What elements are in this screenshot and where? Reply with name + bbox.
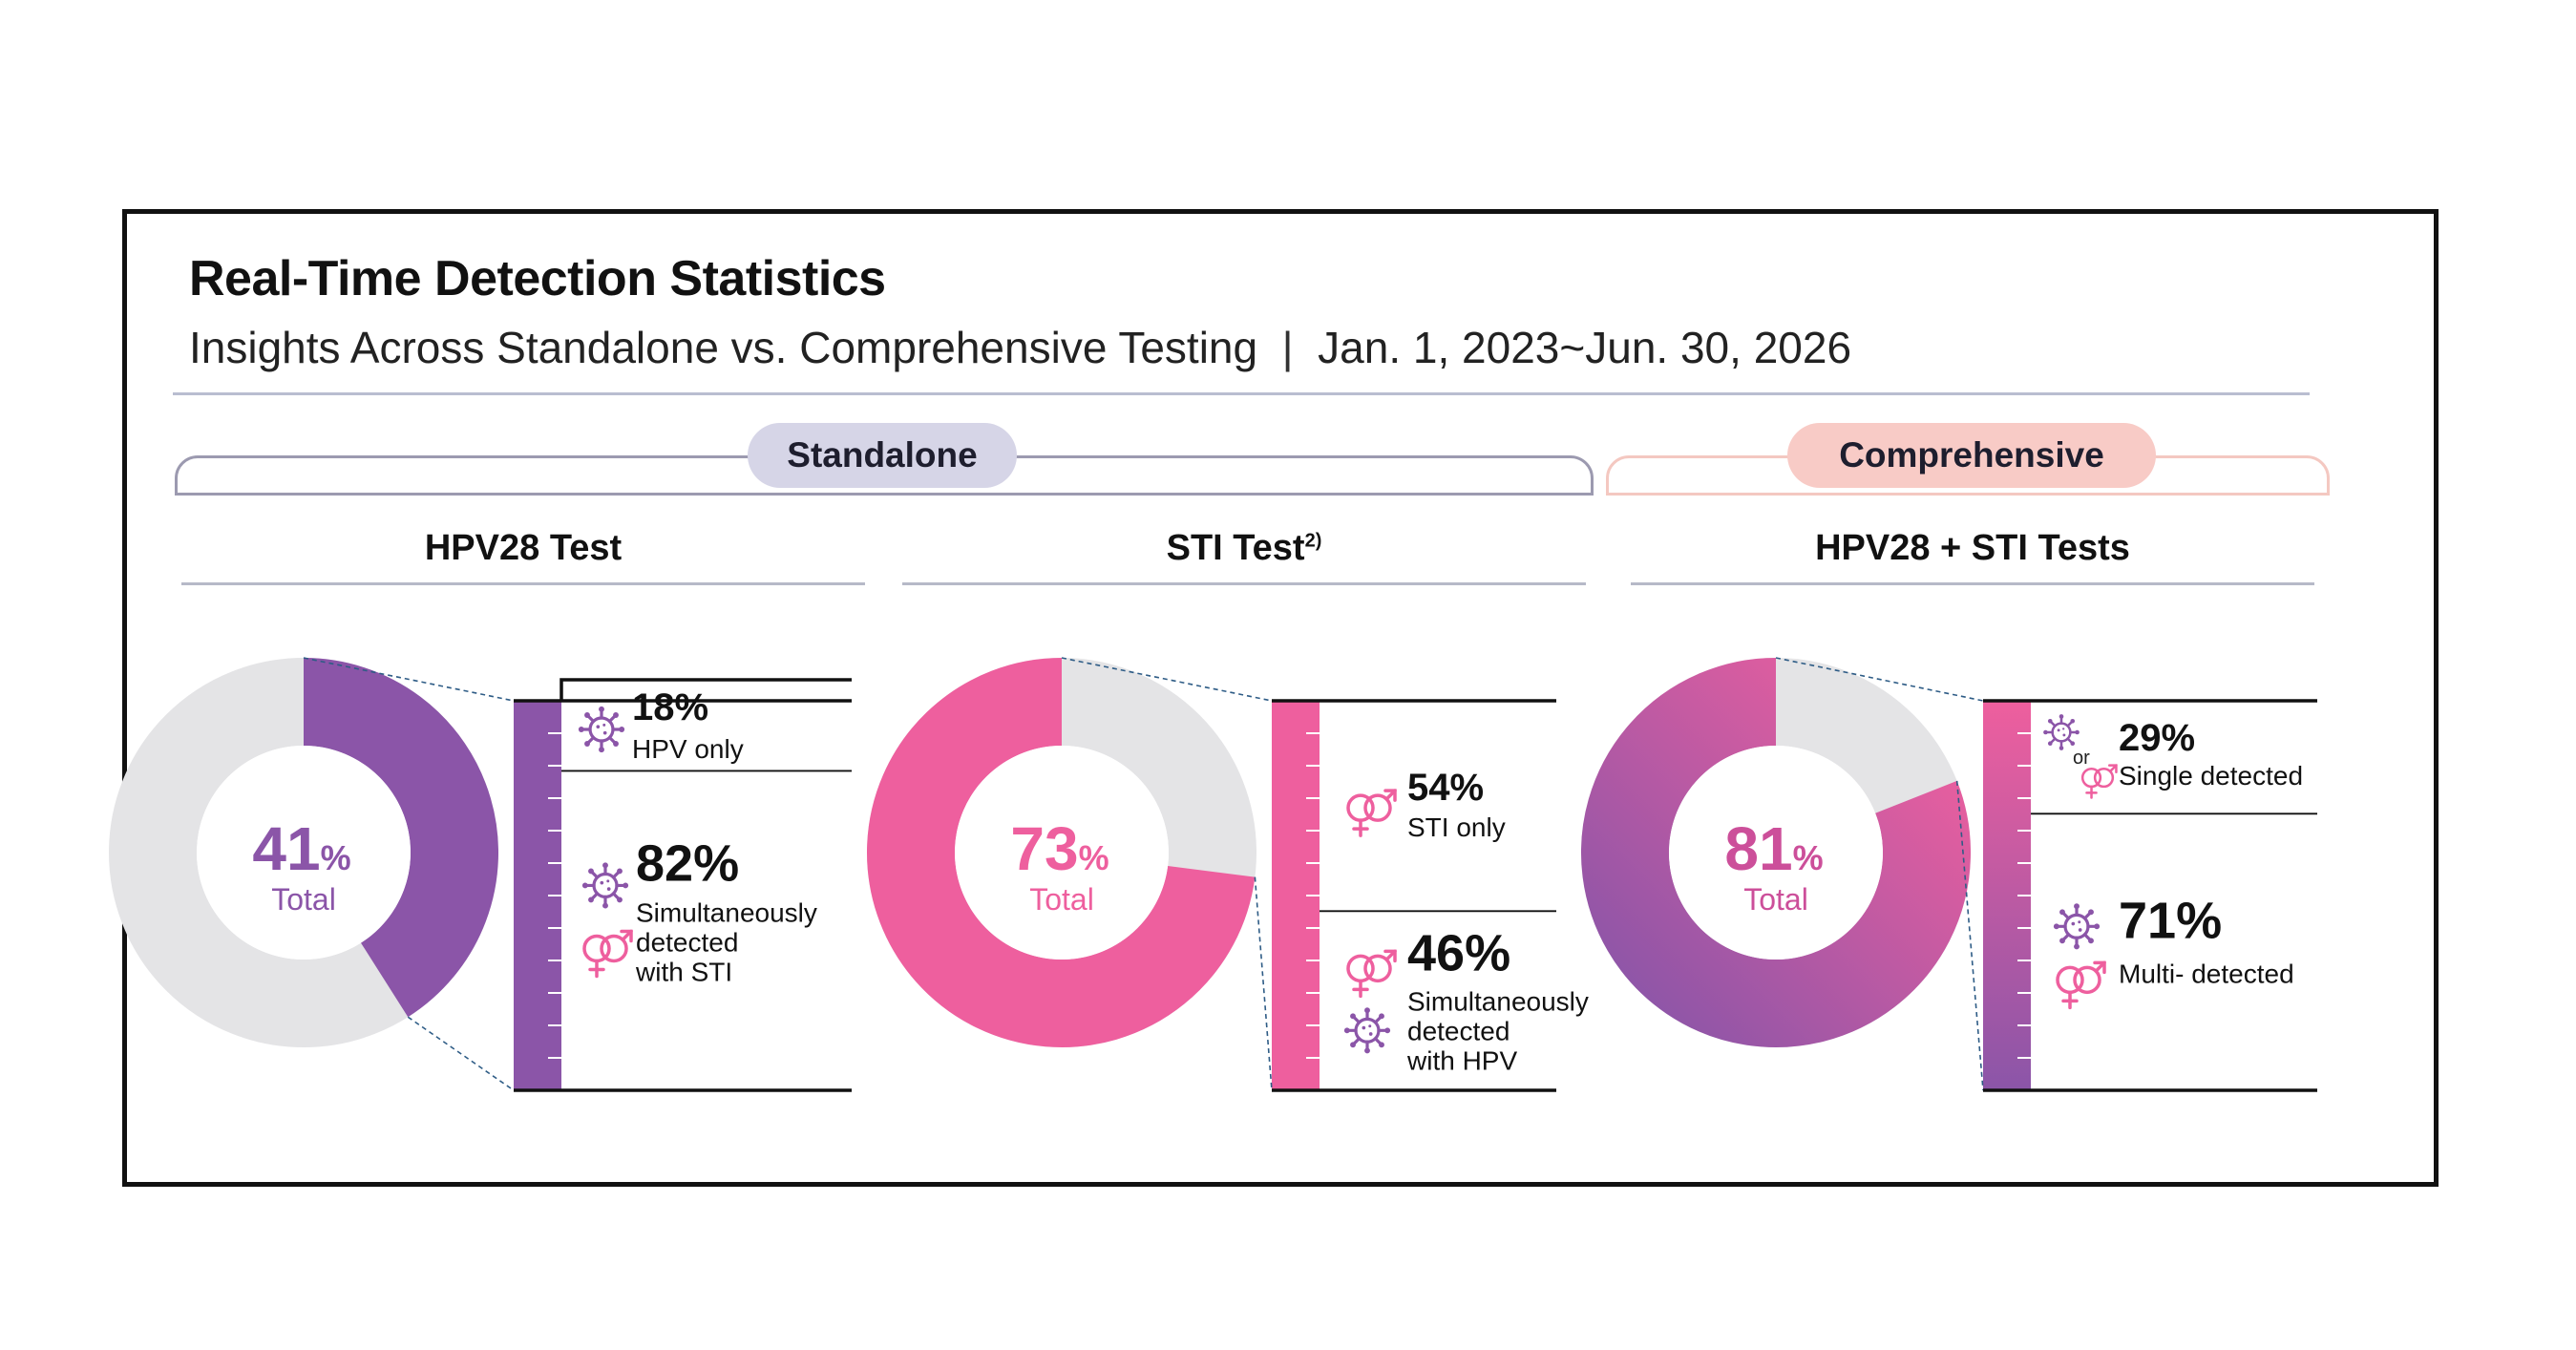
- donut-total-label: Total: [271, 882, 336, 917]
- header-divider: [173, 392, 2310, 395]
- segment1-label: Single detected: [2119, 761, 2303, 791]
- connector-line-top: [303, 657, 515, 702]
- connector-line-bottom: [407, 1016, 515, 1091]
- virus-icon: [581, 860, 630, 911]
- donut-total-unit: %: [1793, 838, 1824, 877]
- donut-total-label: Total: [1029, 882, 1094, 917]
- connector-line-top: [1061, 657, 1273, 702]
- segment2-pct: 71%: [2119, 892, 2222, 949]
- segment2-label-line: Simultaneously: [1407, 986, 1589, 1016]
- col-title-combined: HPV28 + STI Tests: [1631, 528, 2314, 569]
- donut-total-number: 81: [1724, 814, 1792, 883]
- subtitle-text: Insights Across Standalone vs. Comprehen…: [189, 323, 1258, 372]
- donut-total-unit: %: [1079, 838, 1109, 877]
- donut-center: [1669, 746, 1883, 960]
- donut-total-value: 73%: [1010, 814, 1109, 883]
- col-rule-hpv28: [181, 582, 865, 585]
- virus-icon: [577, 705, 626, 754]
- gender-icon: [582, 929, 633, 979]
- donut-value-arc: [1581, 658, 1971, 1047]
- connector-line-bottom: [1254, 876, 1273, 1091]
- stats-frame: [122, 209, 2439, 1187]
- or-connector: or: [2073, 748, 2090, 769]
- bar-top-step: [560, 678, 852, 701]
- donut-center: [197, 746, 411, 960]
- donut-total-label: Total: [1743, 882, 1808, 917]
- col-title-sti: STI Test2): [902, 528, 1586, 569]
- donut-center: [955, 746, 1169, 960]
- comprehensive-pill: Comprehensive: [1787, 423, 2156, 488]
- donut-total-value: 81%: [1724, 814, 1823, 883]
- col-rule-sti: [902, 582, 1586, 585]
- segment1-label: STI only: [1407, 812, 1506, 842]
- connector-line-bottom: [1955, 780, 1984, 1091]
- page-title: Real-Time Detection Statistics: [189, 251, 886, 306]
- virus-icon: [2041, 712, 2081, 752]
- donut-total-number: 41: [252, 814, 320, 883]
- virus-icon: [1342, 1005, 1392, 1056]
- segment2-pct: 46%: [1407, 924, 1510, 981]
- segment2-label: Multi- detected: [2119, 959, 2294, 988]
- standalone-pill: Standalone: [748, 423, 1017, 488]
- segment2-label-line: with STI: [635, 957, 732, 986]
- subtitle-separator: |: [1269, 323, 1306, 372]
- gender-icon: [1346, 789, 1397, 837]
- virus-icon: [2052, 901, 2101, 952]
- col-rule-combined: [1631, 582, 2314, 585]
- segment2-label-line: detected: [636, 927, 738, 957]
- segment1-pct: 18%: [632, 686, 708, 728]
- gender-icon: [2056, 960, 2106, 1010]
- donut-value-arc: [867, 658, 1256, 1047]
- segment2-label-line: detected: [1407, 1016, 1510, 1045]
- col-title-hpv28-text: HPV28 Test: [424, 528, 623, 568]
- col-title-sti-footnote: 2): [1304, 530, 1322, 552]
- segment1-label: HPV only: [632, 734, 744, 764]
- page-subtitle: Insights Across Standalone vs. Comprehen…: [189, 322, 1851, 373]
- donut-value-arc: [302, 658, 498, 1018]
- segment1-pct: 54%: [1407, 767, 1484, 809]
- segment2-label-line: Simultaneously: [636, 897, 817, 927]
- date-range: Jan. 1, 2023~Jun. 30, 2026: [1318, 323, 1852, 372]
- segment2-pct: 82%: [636, 834, 739, 892]
- col-title-sti-text: STI Test: [1166, 528, 1305, 568]
- segment1-pct: 29%: [2119, 717, 2195, 759]
- gender-icon: [2080, 764, 2118, 799]
- segment2-label-line: with HPV: [1406, 1045, 1517, 1075]
- col-title-hpv28: HPV28 Test: [181, 528, 865, 569]
- donut-total-value: 41%: [252, 814, 350, 883]
- gender-icon: [1346, 949, 1397, 999]
- donut-total-unit: %: [321, 838, 351, 877]
- col-title-combined-text: HPV28 + STI Tests: [1815, 528, 2130, 568]
- connector-line-top: [1775, 657, 1984, 702]
- donut-total-number: 73: [1010, 814, 1078, 883]
